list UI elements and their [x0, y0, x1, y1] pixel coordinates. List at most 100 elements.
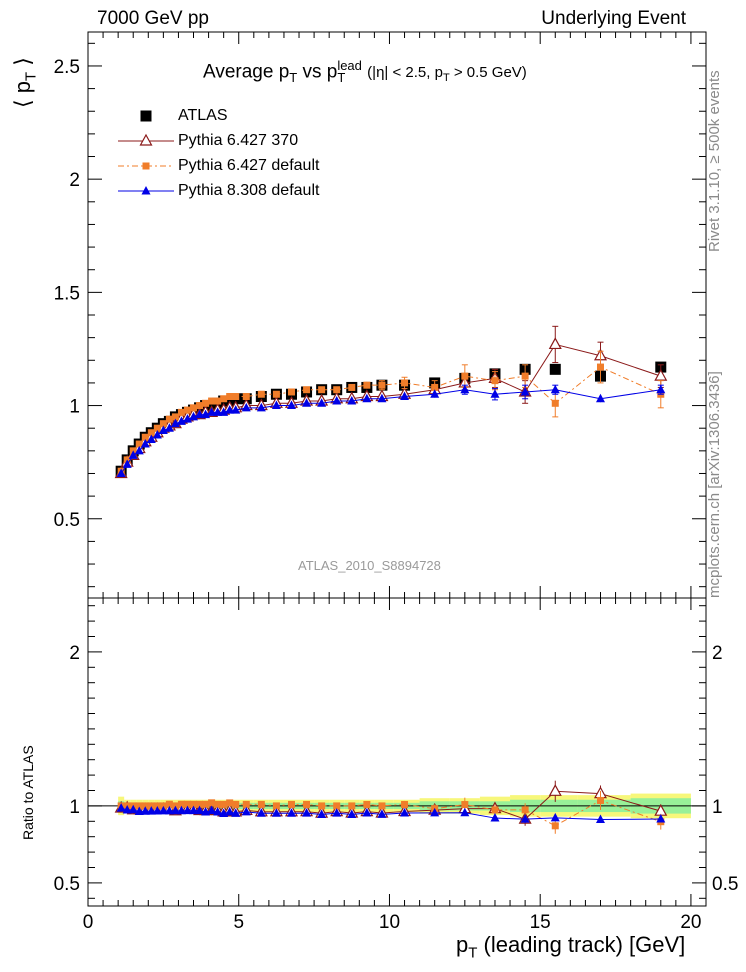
ratio-point-pythia8-default [158, 805, 168, 815]
legend-label: ATLAS [178, 107, 228, 124]
ratio-point-pythia8-default [146, 806, 156, 815]
data-point-pythia6-default [318, 386, 326, 394]
ratio-point-pythia8-default [170, 805, 180, 815]
data-point-pythia8-default [213, 407, 223, 416]
data-point-pythia8-default [550, 384, 560, 394]
data-point-pythia6-default [257, 390, 265, 398]
data-point-pythia8-default [430, 389, 440, 398]
ratio-point-pythia6-default [242, 800, 250, 808]
data-point-pythia6-default [196, 402, 204, 410]
header-right: Underlying Event [541, 8, 686, 29]
ratio-point-pythia6-default [141, 802, 149, 810]
data-point-pythia6-default [401, 379, 409, 387]
data-point-pythia8-default [400, 391, 410, 401]
data-point-pythia6-default [202, 399, 210, 407]
data-point-pythia8-default [116, 468, 126, 477]
data-point-pythia8-default [317, 398, 327, 407]
ratio-point-pythia8-default [520, 814, 530, 823]
ratio-point-pythia6-default [287, 800, 295, 808]
ratio-point-pythia6-default [596, 796, 604, 804]
ratio-point-pythia8-default [152, 806, 162, 815]
y-tick-label: 2 [69, 170, 80, 191]
main-ylabel: ⟨ pT ⟩ [10, 57, 40, 108]
legend-marker [142, 162, 150, 170]
ratio-point-pythia8-default [164, 805, 174, 815]
data-point-pythia8-default [146, 434, 156, 444]
data-point-pythia8-default [195, 409, 205, 419]
data-point-pythia8-default [595, 393, 605, 403]
ratio-point-pythia6-default [348, 802, 356, 810]
ratio-point-pythia6-default [232, 800, 240, 808]
data-point-pythia8-default [332, 396, 342, 405]
data-point-pythia8-default [122, 459, 132, 468]
data-point-pythia6-default [378, 381, 386, 389]
ratio-point-pythia6-default [159, 802, 167, 810]
data-point-pythia8-default [347, 396, 357, 405]
ratio-point-pythia6-default [196, 800, 204, 808]
ratio-point-pythia6-default [461, 801, 469, 809]
data-point-pythia8-default [490, 389, 500, 398]
ratio-point-pythia8-default [550, 812, 560, 822]
ratio-point-pythia8-default [256, 808, 266, 817]
ratio-point-pythia8-default [271, 808, 281, 817]
ratio-point-pythia6-default [491, 806, 499, 814]
ratio-point-pythia8-default [213, 806, 223, 816]
data-point-pythia6-default [272, 390, 280, 398]
data-point-pythia6-default [147, 429, 155, 437]
ratio-point-pythia8-default [595, 814, 605, 824]
data-point-pythia8-default [182, 414, 192, 423]
ratio-y-tick-label: 2 [69, 643, 80, 664]
ratio-point-pythia8-default [286, 808, 296, 817]
ratio-point-pythia8-default [430, 807, 440, 817]
data-point-pythia6-370 [548, 337, 562, 350]
ratio-point-pythia6-default [153, 802, 161, 810]
ratio-point-pythia8-default [332, 808, 342, 817]
ratio-point-pythia8-default [195, 805, 205, 815]
data-point-pythia6-default [214, 397, 222, 405]
ratio-point-pythia8-default [377, 809, 387, 818]
ratio-point-pythia6-default [190, 800, 198, 808]
data-point-pythia6-default [220, 395, 228, 403]
ratio-frame [87, 597, 707, 907]
data-point-pythia6-default [141, 433, 149, 441]
legend-label: Pythia 6.427 370 [178, 132, 299, 149]
ratio-point-pythia8-default [189, 805, 199, 815]
ratio-point-pythia8-default [347, 809, 357, 818]
data-point-pythia6-default [171, 413, 179, 421]
legend-marker [140, 110, 152, 122]
data-point-pythia8-default [170, 418, 180, 428]
ratio-point-pythia8-default [182, 805, 192, 815]
ratio-point-pythia6-default [551, 822, 559, 830]
data-point-pythia6-default [348, 383, 356, 391]
data-point-pythia8-default [460, 384, 470, 394]
chart-title: Average pT vs pTlead (|η| < 2.5, pT > 0.… [203, 58, 527, 86]
data-point-atlas [549, 363, 561, 375]
data-point-pythia8-default [520, 386, 530, 396]
ratio-point-pythia8-default [656, 814, 666, 823]
data-point-pythia6-default [165, 415, 173, 423]
data-point-pythia8-default [158, 425, 168, 434]
ratio-point-pythia8-default [460, 807, 470, 817]
ratio-point-pythia6-default [333, 802, 341, 810]
ratio-point-pythia6-default [318, 802, 326, 810]
data-point-pythia6-default [183, 406, 191, 414]
ratio-point-pythia8-default [400, 807, 410, 817]
data-point-pythia8-default [256, 402, 266, 412]
data-point-pythia6-default [190, 404, 198, 412]
y-tick-label: 0.5 [54, 510, 80, 531]
ratio-point-pythia6-default [147, 802, 155, 810]
data-point-pythia6-default [333, 386, 341, 394]
data-point-pythia6-default [287, 388, 295, 396]
ratio-marks [114, 780, 668, 834]
data-point-pythia8-default [286, 400, 296, 410]
legend-symbols [118, 110, 174, 195]
data-point-pythia8-default [377, 393, 387, 403]
header-left: 7000 GeV pp [97, 8, 209, 29]
ratio-point-pythia8-default [241, 806, 251, 816]
data-point-pythia8-default [128, 450, 138, 459]
legend-marker [141, 186, 151, 195]
ratio-point-pythia6-default [363, 800, 371, 808]
ratio-point-pythia8-default [490, 813, 500, 822]
data-point-pythia6-default [232, 393, 240, 401]
